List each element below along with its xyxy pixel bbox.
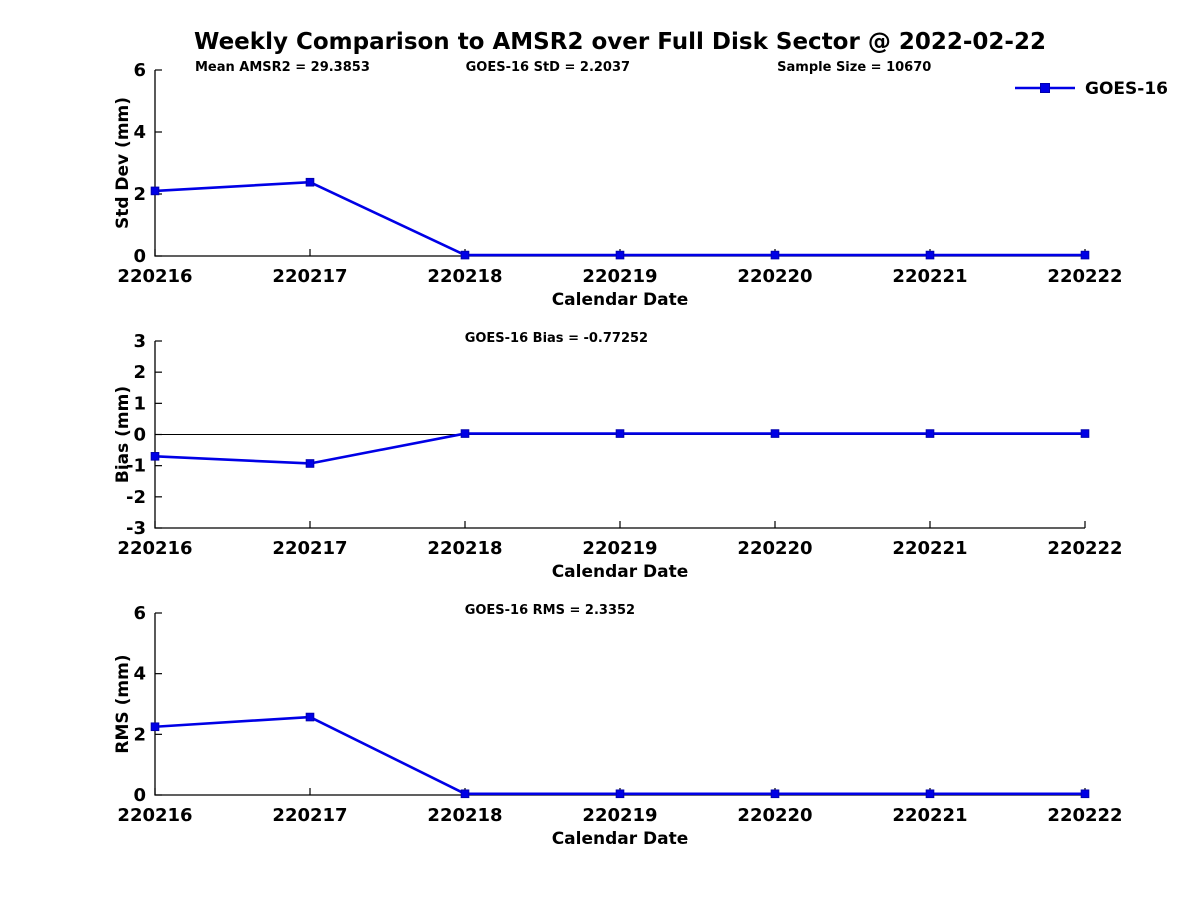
y-tick-label: 4: [133, 122, 146, 143]
x-axis-title: Calendar Date: [552, 562, 689, 582]
y-tick-label: 1: [133, 393, 146, 414]
x-tick-label: 220216: [117, 805, 192, 826]
data-point-marker: [150, 452, 160, 461]
x-tick-label: 220217: [272, 266, 347, 287]
data-point-marker: [770, 250, 780, 260]
data-point-marker: [770, 789, 780, 799]
x-tick-label: 220221: [892, 805, 967, 826]
data-point-marker: [305, 712, 315, 722]
y-tick-label: 4: [133, 664, 146, 685]
axes: [154, 70, 1085, 257]
annotation-text: GOES-16 Bias = -0.77252: [465, 331, 648, 346]
data-point-marker: [1080, 250, 1090, 260]
series-line: [154, 715, 1085, 796]
data-point-marker: [925, 429, 935, 438]
x-axis-title: Calendar Date: [552, 290, 689, 310]
x-tick-label: 220219: [582, 538, 657, 559]
data-point-marker: [460, 250, 470, 260]
x-tick-label: 220220: [737, 805, 812, 826]
y-tick-label: 0: [133, 785, 146, 806]
x-tick-label: 220221: [892, 266, 967, 287]
annotation-text: Mean AMSR2 = 29.3853: [195, 60, 370, 75]
x-tick-label: 220219: [582, 266, 657, 287]
x-tick-label: 220218: [427, 805, 502, 826]
legend-label: GOES-16: [1085, 79, 1168, 99]
data-point-marker: [615, 429, 625, 438]
data-point-marker: [150, 186, 160, 196]
y-tick-label: 2: [133, 184, 146, 205]
x-axis-title: Calendar Date: [552, 829, 689, 849]
data-point-marker: [615, 250, 625, 260]
figure-title: Weekly Comparison to AMSR2 over Full Dis…: [194, 29, 1046, 55]
y-tick-label: -3: [126, 518, 146, 539]
data-point-marker: [460, 789, 470, 799]
x-tick-label: 220218: [427, 266, 502, 287]
data-point-marker: [305, 177, 315, 187]
y-tick-label: 2: [133, 362, 146, 383]
series-line: [154, 180, 1085, 257]
y-axis-title: Bias (mm): [113, 386, 133, 483]
x-tick-label: 220216: [117, 538, 192, 559]
annotation-text: GOES-16 RMS = 2.3352: [465, 603, 635, 618]
x-tick-label: 220220: [737, 538, 812, 559]
chart-std-dev: 0 2 4 6 220216 220217 220218 220219 220220 220221…: [113, 60, 1168, 310]
x-tick-label: 220217: [272, 538, 347, 559]
x-tick-label: 220216: [117, 266, 192, 287]
x-tick-label: 220222: [1047, 266, 1122, 287]
legend-marker: [1040, 83, 1050, 93]
y-axis-title: Std Dev (mm): [113, 97, 133, 229]
data-point-marker: [925, 789, 935, 799]
series-line: [154, 432, 1085, 465]
data-point-marker: [150, 722, 160, 732]
data-point-marker: [615, 789, 625, 799]
data-point-marker: [770, 429, 780, 438]
data-point-marker: [1080, 429, 1090, 438]
data-point-marker: [305, 459, 315, 468]
x-tick-label: 220218: [427, 538, 502, 559]
annotation-text: Sample Size = 10670: [777, 60, 931, 75]
x-tick-label: 220222: [1047, 805, 1122, 826]
y-tick-label: 6: [133, 603, 146, 624]
chart-bias: -3 -2 -1 0 1 2 3 220216 220217 220218 220219 220220…: [113, 331, 1123, 582]
x-tick-label: 220219: [582, 805, 657, 826]
x-tick-label: 220220: [737, 266, 812, 287]
y-tick-label: 0: [133, 246, 146, 267]
x-tick-label: 220217: [272, 805, 347, 826]
y-tick-label: 0: [133, 425, 146, 446]
y-tick-label: 2: [133, 724, 146, 745]
annotation-text: GOES-16 StD = 2.2037: [466, 60, 630, 75]
y-tick-label: 6: [133, 60, 146, 81]
data-point-marker: [925, 250, 935, 260]
y-axis-title: RMS (mm): [113, 654, 133, 753]
y-tick-label: -2: [126, 487, 146, 508]
y-tick-label: 3: [133, 331, 146, 352]
axes: [154, 613, 1085, 796]
data-point-marker: [1080, 789, 1090, 799]
chart-rms: 0 2 4 6 220216 220217 220218 220219 220220 220221…: [113, 603, 1123, 849]
y-tick-label: -1: [126, 456, 146, 477]
x-tick-label: 220221: [892, 538, 967, 559]
x-tick-label: 220222: [1047, 538, 1122, 559]
data-point-marker: [460, 429, 470, 438]
